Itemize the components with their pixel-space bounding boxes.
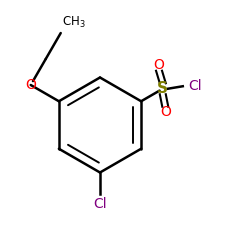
Text: Cl: Cl	[93, 198, 107, 211]
Text: O: O	[160, 106, 171, 120]
Text: CH$_3$: CH$_3$	[62, 15, 86, 30]
Text: S: S	[157, 81, 168, 96]
Text: O: O	[154, 58, 164, 72]
Text: O: O	[25, 78, 36, 92]
Text: Cl: Cl	[188, 79, 202, 93]
